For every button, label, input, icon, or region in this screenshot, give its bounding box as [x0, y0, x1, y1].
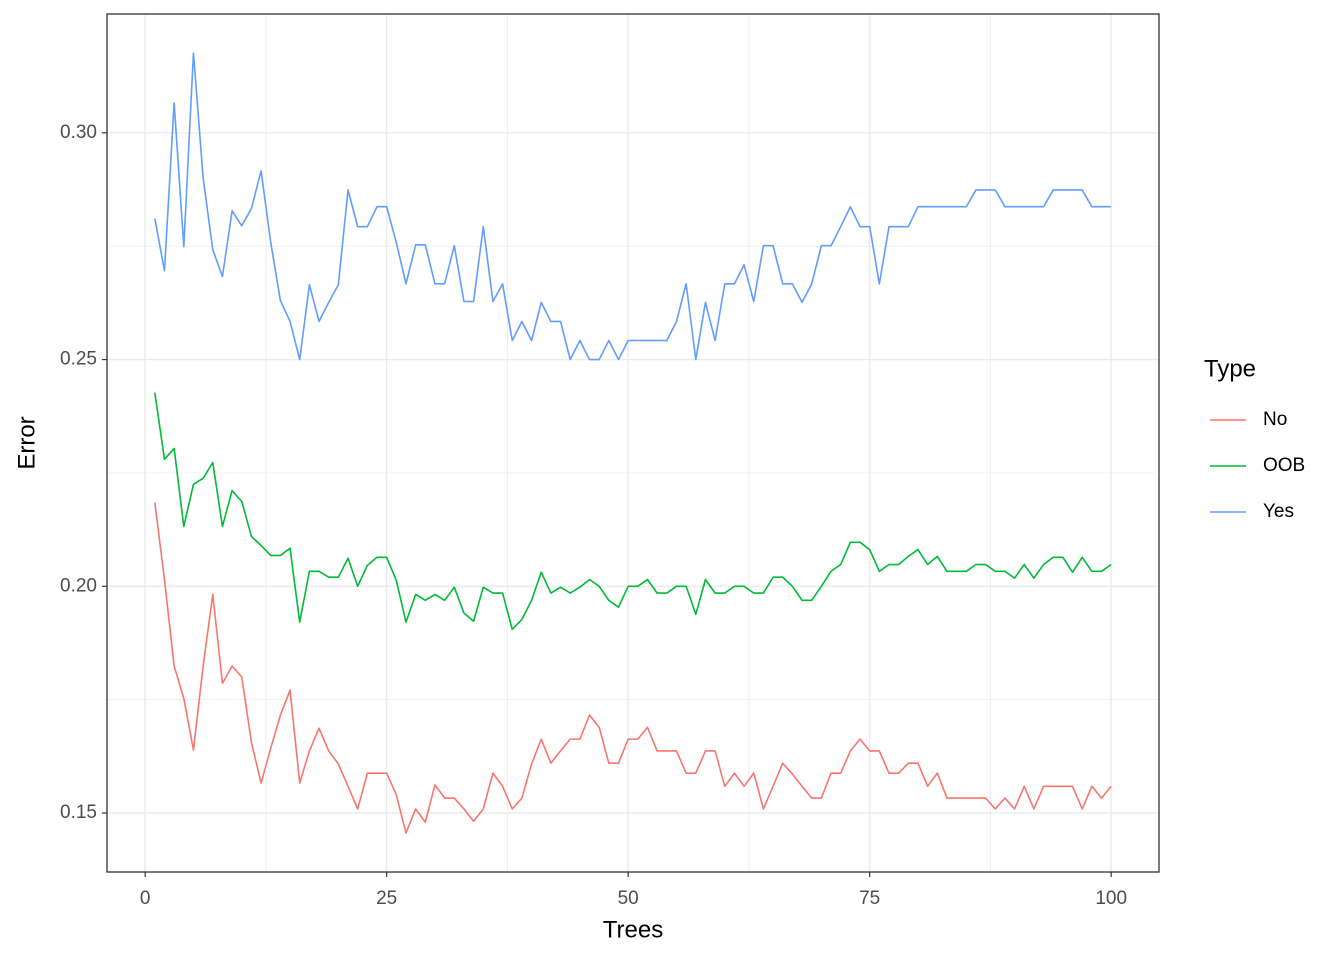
data-line — [154, 52, 1112, 361]
x-axis-title: Trees — [603, 916, 663, 943]
x-tick-label: 25 — [376, 888, 397, 909]
data-line — [154, 502, 1112, 834]
y-tick-label: 0.20 — [60, 575, 97, 596]
y-tick-label: 0.25 — [60, 349, 97, 370]
legend-label: OOB — [1263, 455, 1305, 476]
panel-border — [106, 13, 1160, 873]
x-tick-label: 50 — [618, 888, 639, 909]
legend-label: Yes — [1263, 501, 1294, 522]
legend-label: No — [1263, 409, 1287, 430]
x-tick-label: 100 — [1095, 888, 1127, 909]
data-line — [154, 392, 1112, 631]
x-tick-label: 0 — [140, 888, 151, 909]
x-tick-label: 75 — [859, 888, 880, 909]
legend-title: Type — [1204, 355, 1256, 382]
y-tick-label: 0.15 — [60, 802, 97, 823]
y-axis-title: Error — [13, 416, 40, 469]
panel-background — [107, 14, 1159, 872]
y-tick-label: 0.30 — [60, 122, 97, 143]
